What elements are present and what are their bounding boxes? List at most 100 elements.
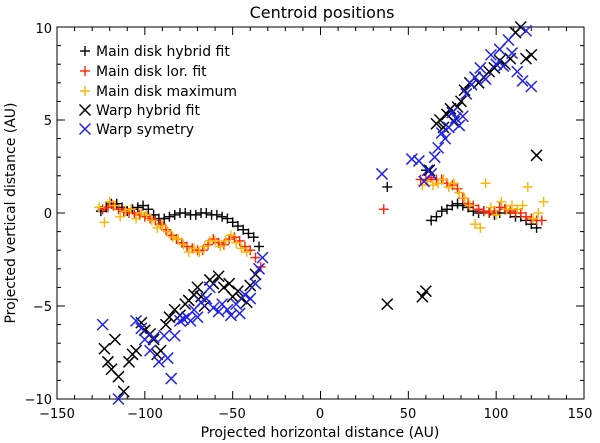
legend-marker <box>80 86 90 96</box>
data-point <box>442 121 455 134</box>
data-point <box>231 285 244 298</box>
data-point <box>478 206 489 217</box>
data-point <box>203 281 216 294</box>
legend-item: Main disk hybrid fit <box>80 44 230 60</box>
legend-label: Main disk lor. fit <box>96 64 207 80</box>
data-point <box>190 209 201 220</box>
data-point <box>227 217 238 228</box>
data-point <box>195 296 208 309</box>
data-point <box>452 198 463 209</box>
data-point <box>449 178 460 189</box>
data-point <box>159 318 172 331</box>
legend-label: Warp symetry <box>96 122 194 138</box>
data-point <box>249 277 262 290</box>
data-point <box>215 241 226 252</box>
data-point <box>183 247 194 258</box>
data-point <box>184 314 197 327</box>
data-point <box>475 222 486 233</box>
x-axis-label: Projected horizontal distance (AU) <box>201 425 440 441</box>
y-axis-ticks <box>57 26 584 400</box>
y-axis-tick-labels: −10 −5 0 5 10 <box>25 22 52 408</box>
data-point <box>211 209 222 220</box>
data-point <box>200 292 213 305</box>
data-point <box>99 217 110 228</box>
data-point <box>225 230 236 241</box>
data-point <box>252 262 266 275</box>
data-point <box>447 200 458 211</box>
data-point <box>212 270 225 283</box>
data-point <box>161 352 174 365</box>
data-point <box>497 60 510 73</box>
data-point <box>104 196 115 207</box>
data-point <box>136 208 147 218</box>
data-point <box>405 153 418 166</box>
data-point <box>521 211 532 222</box>
data-point <box>533 208 544 218</box>
data-point <box>417 180 428 191</box>
data-point <box>168 329 181 342</box>
legend-item: Main disk maximum <box>80 84 237 100</box>
data-point <box>538 196 549 207</box>
data-point <box>159 213 170 224</box>
data-point <box>484 208 495 218</box>
data-point <box>473 204 484 215</box>
data-point <box>222 213 233 224</box>
data-point <box>199 241 210 252</box>
data-point <box>201 208 212 218</box>
data-point <box>112 392 125 406</box>
data-point <box>455 95 468 108</box>
x-tick-label: 150 <box>568 407 593 422</box>
data-point <box>427 180 438 191</box>
data-point <box>163 311 176 324</box>
data-point <box>223 277 236 290</box>
data-point <box>501 204 512 215</box>
legend-label: Main disk hybrid fit <box>96 44 230 60</box>
x-axis-ticks <box>56 27 585 399</box>
data-point <box>490 58 503 71</box>
x-tick-label: −100 <box>127 407 163 422</box>
data-point <box>484 48 497 61</box>
data-point <box>130 344 143 357</box>
data-point <box>117 385 130 398</box>
data-point <box>131 213 142 224</box>
data-point <box>256 251 269 264</box>
legend-item: Warp symetry <box>78 122 194 138</box>
data-point <box>456 110 469 123</box>
data-point <box>511 65 524 78</box>
data-point <box>436 206 447 217</box>
data-point <box>525 80 538 93</box>
data-point <box>158 329 171 342</box>
legend-label: Main disk maximum <box>96 84 237 100</box>
data-point <box>433 178 444 189</box>
legend-marker <box>78 122 92 136</box>
data-point <box>220 235 231 246</box>
data-point <box>480 178 491 189</box>
data-point <box>241 247 252 258</box>
legend-marker <box>80 66 90 76</box>
series-2 <box>97 172 547 272</box>
data-point <box>207 301 220 314</box>
data-point <box>248 232 259 243</box>
data-point <box>530 149 543 162</box>
data-point <box>130 314 143 327</box>
data-point <box>423 164 436 177</box>
data-point <box>108 333 122 346</box>
series-1 <box>95 165 542 252</box>
data-point <box>528 213 539 224</box>
data-point <box>479 73 492 86</box>
data-point <box>505 47 519 60</box>
data-point <box>458 84 471 97</box>
data-point <box>496 196 507 207</box>
data-point <box>446 106 459 119</box>
data-point <box>135 322 148 335</box>
data-point <box>210 235 221 246</box>
data-point <box>120 206 131 217</box>
series-layer <box>94 20 549 406</box>
series-5 <box>96 24 538 406</box>
data-point <box>189 243 200 254</box>
data-point <box>147 333 160 346</box>
data-point <box>233 307 246 320</box>
data-point <box>519 52 533 65</box>
data-point <box>122 355 136 368</box>
